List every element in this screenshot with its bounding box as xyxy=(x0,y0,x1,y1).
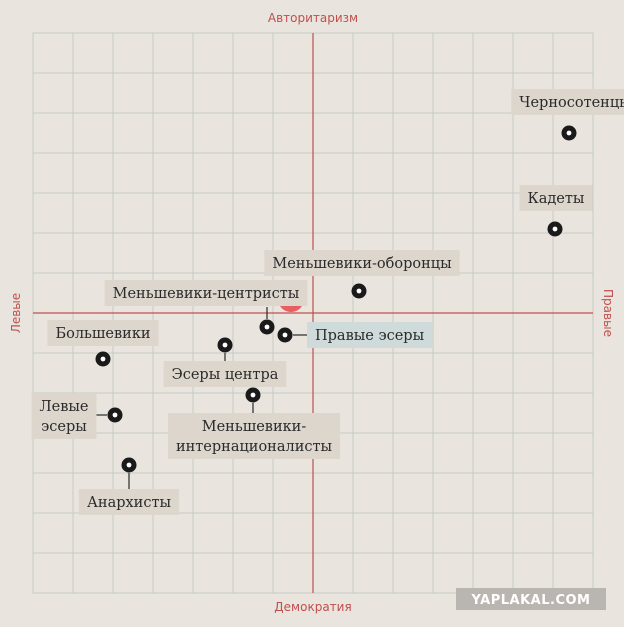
point-label-line: интернационалисты xyxy=(176,439,333,455)
point-label-line: Черносотенцы xyxy=(519,95,624,111)
point-marker-center xyxy=(282,332,288,338)
point-label-line: Правые эсеры xyxy=(315,328,425,344)
point-label: Правые эсеры xyxy=(315,328,425,344)
point-label: Большевики xyxy=(55,326,150,342)
point-8: Меньшевики-интернационалисты xyxy=(167,387,341,459)
point-2: Кадеты xyxy=(519,185,593,237)
point-label-box xyxy=(519,185,593,211)
point-9: Левые эсеры xyxy=(31,393,123,439)
point-label: Меньшевики-оборонцы xyxy=(272,256,452,272)
watermark-box xyxy=(456,588,606,610)
point-label: Левые эсеры xyxy=(40,399,89,435)
point-label-box xyxy=(511,89,624,115)
watermark: YAPLAKAL.COM xyxy=(456,588,606,610)
point-label-box xyxy=(104,280,308,306)
point-marker-center xyxy=(552,226,558,232)
point-marker-center xyxy=(112,412,118,418)
axis-label-bottom: Демократия xyxy=(274,600,351,614)
axis-label-left: Левые xyxy=(9,293,23,333)
point-6: Большевики xyxy=(47,320,159,367)
point-label-line: Меньшевики-оборонцы xyxy=(272,256,452,272)
point-label: Анархисты xyxy=(87,495,172,511)
point-label: Кадеты xyxy=(528,191,585,207)
point-label-line: Большевики xyxy=(55,326,150,342)
point-label-box xyxy=(78,489,180,515)
point-label-line: Меньшевики-центристы xyxy=(113,286,300,302)
point-label-box xyxy=(31,393,97,439)
axis-label-right: Правые xyxy=(601,289,615,337)
axis-label-top: Авторитаризм xyxy=(268,11,358,25)
point-label: Меньшевики-центристы xyxy=(113,286,300,302)
point-4: Меньшевики-центристы xyxy=(104,280,308,335)
point-label-box xyxy=(264,250,460,276)
point-label-line: эсеры xyxy=(41,419,87,435)
point-label-box xyxy=(47,320,159,346)
point-label-line: Анархисты xyxy=(87,495,172,511)
point-marker-center xyxy=(264,324,270,330)
point-label-line: Меньшевики- xyxy=(202,419,307,435)
point-7: Эсеры центра xyxy=(163,337,287,387)
point-label: Эсеры центра xyxy=(172,367,279,383)
point-10: Анархисты xyxy=(78,457,180,515)
point-label-line: Левые xyxy=(40,399,89,415)
point-3: Меньшевики-оборонцы xyxy=(264,250,460,299)
point-marker-center xyxy=(250,392,256,398)
point-marker-center xyxy=(222,342,228,348)
point-marker-center xyxy=(126,462,132,468)
point-label-box xyxy=(307,322,433,348)
axes xyxy=(33,33,593,593)
point-label: Меньшевики-интернационалисты xyxy=(176,419,333,455)
point-marker-center xyxy=(566,130,572,136)
point-label-line: Эсеры центра xyxy=(172,367,279,383)
watermark-text: YAPLAKAL.COM xyxy=(471,593,591,608)
points: Черносотенцы Кадеты Меньшевики-оборонцы Мен… xyxy=(31,89,624,515)
point-marker-center xyxy=(356,288,362,294)
point-marker-center xyxy=(100,356,106,362)
point-label-box xyxy=(167,413,341,459)
point-label-box xyxy=(163,361,287,387)
point-label-line: Кадеты xyxy=(528,191,585,207)
point-label: Черносотенцы xyxy=(519,95,624,111)
point-5: Правые эсеры xyxy=(277,322,433,348)
point-1: Черносотенцы xyxy=(511,89,624,141)
